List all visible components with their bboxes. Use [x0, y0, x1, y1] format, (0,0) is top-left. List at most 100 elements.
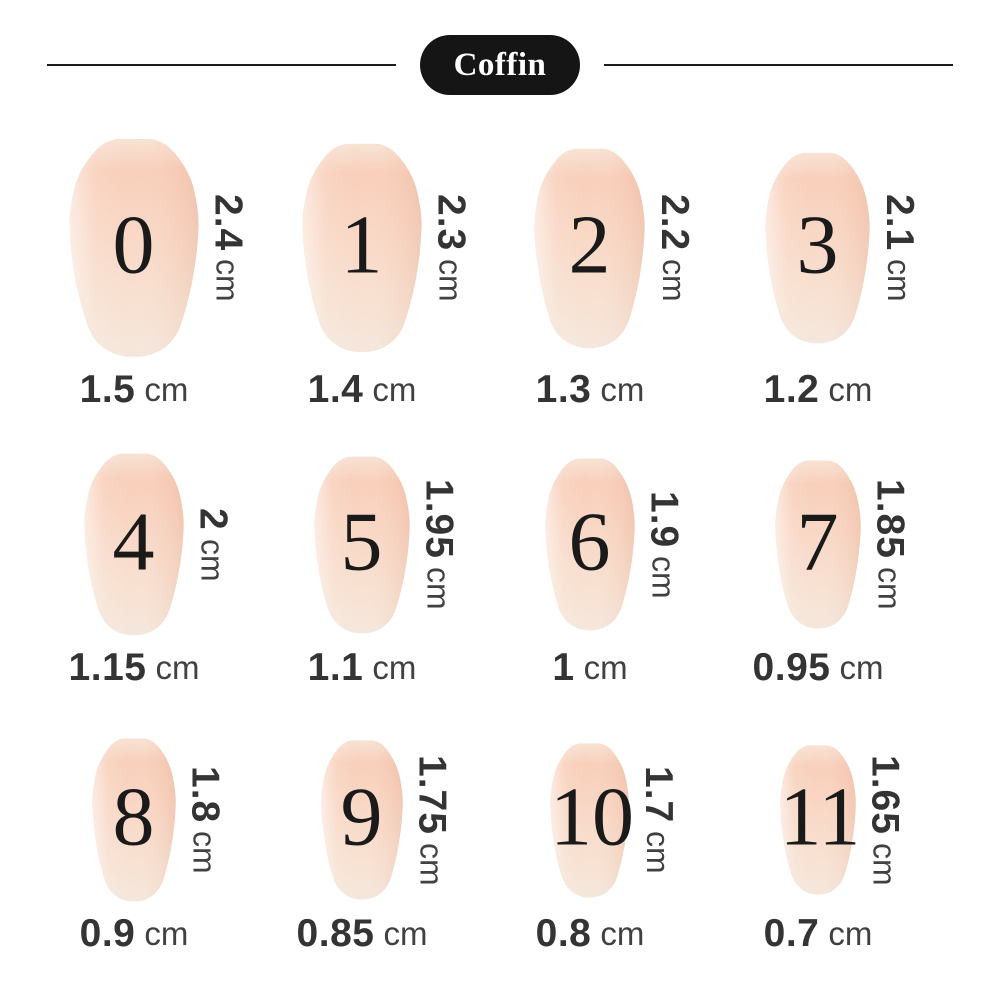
nail-card-11: 11 1.65cm 0.7 cm — [764, 737, 921, 957]
length-value: 2.4 — [206, 194, 250, 252]
length-value: 1.9 — [642, 490, 686, 548]
width-label: 1 cm — [552, 645, 627, 691]
divider-line-left — [47, 64, 396, 66]
width-label: 0.7 cm — [764, 911, 873, 957]
length-label: 1.9 cm — [642, 490, 686, 599]
width-value: 1.5 — [79, 368, 136, 411]
nail-size-number: 5 — [340, 494, 383, 588]
nail-size-number: 4 — [112, 494, 155, 588]
width-value: 0.8 — [535, 912, 592, 955]
width-label: 0.9 cm — [80, 911, 189, 957]
nail-card-9: 9 1.75cm 0.85 cm — [297, 737, 476, 957]
width-unit: cm — [839, 649, 884, 686]
nail-card-0: 0 2.4cm 1.5 cm — [68, 137, 250, 413]
length-unit: cm — [194, 538, 231, 582]
width-unit: cm — [372, 371, 417, 408]
coffin-nail-image: 11 — [779, 744, 861, 896]
width-value: 0.95 — [752, 646, 831, 689]
width-label: 0.85 cm — [297, 911, 428, 957]
shape-badge-label: Coffin — [453, 46, 547, 83]
coffin-nail-image: 0 — [68, 137, 199, 359]
nail-size-number: 0 — [112, 198, 155, 292]
length-unit: cm — [645, 555, 682, 599]
length-value: 2 — [191, 507, 235, 531]
width-unit: cm — [828, 915, 873, 952]
width-value: 0.85 — [296, 912, 375, 955]
length-label: 1.85 cm — [868, 479, 912, 610]
coffin-nail-image: 6 — [544, 457, 635, 632]
length-unit: cm — [871, 567, 908, 610]
width-label: 1.2 cm — [764, 367, 873, 413]
length-unit: cm — [413, 842, 450, 886]
length-label: 2 cm — [191, 507, 235, 582]
length-label: 2.1 cm — [878, 194, 921, 302]
divider-line-right — [604, 64, 953, 66]
nail-card-10: 10 1.7cm 0.8 cm — [536, 737, 693, 957]
nail-size-number: 9 — [340, 770, 383, 864]
width-unit: cm — [600, 915, 645, 952]
size-chart-grid: 0 2.4cm 1.5 cm 1 2.3cm — [0, 95, 1000, 957]
length-value: 1.95 — [417, 479, 461, 560]
nail-size-number: 3 — [796, 198, 839, 292]
nail-size-number: 8 — [112, 770, 155, 864]
length-label: 1.95 cm — [417, 479, 461, 610]
width-unit: cm — [583, 649, 628, 686]
nail-size-number: 1 — [340, 198, 383, 292]
length-value: 1.65 — [863, 754, 907, 835]
nail-card-6: 6 1.9 cm 1 cm — [544, 452, 686, 691]
nail-card-4: 4 2cm 1.15 cm — [69, 452, 248, 691]
size-row-1: 0 2.4cm 1.5 cm 1 2.3cm — [44, 137, 956, 413]
width-value: 1.3 — [535, 368, 592, 411]
length-unit: cm — [209, 259, 246, 302]
width-label: 0.95 cm — [753, 645, 884, 691]
nail-size-number: 10 — [550, 770, 634, 864]
length-label: 1.8 cm — [183, 766, 227, 874]
coffin-nail-image: 1 — [301, 142, 422, 354]
nail-card-1: 1 2.3cm 1.4 cm — [301, 137, 473, 413]
width-value: 1.2 — [763, 368, 820, 411]
width-unit: cm — [155, 649, 200, 686]
coffin-nail-image: 10 — [550, 742, 634, 899]
length-label: 2.2 cm — [653, 194, 696, 302]
length-label: 2.4 cm — [206, 194, 250, 302]
coffin-nail-image: 8 — [91, 737, 176, 903]
length-unit: cm — [866, 842, 903, 886]
length-label: 1.65 cm — [863, 754, 907, 886]
nail-size-number: 6 — [568, 494, 611, 588]
length-value: 1.8 — [183, 766, 227, 824]
coffin-nail-image: 5 — [313, 455, 410, 635]
width-value: 1.15 — [68, 646, 147, 689]
width-label: 1.1 cm — [308, 645, 417, 691]
width-label: 1.15 cm — [69, 645, 200, 691]
coffin-nail-image: 9 — [320, 739, 403, 901]
length-unit: cm — [881, 259, 917, 302]
width-value: 1.1 — [307, 646, 364, 689]
width-unit: cm — [144, 371, 189, 408]
width-label: 0.8 cm — [536, 911, 645, 957]
length-value: 1.85 — [868, 479, 912, 560]
coffin-nail-image: 7 — [774, 459, 861, 630]
nail-card-5: 5 1.95 cm 1.1 cm — [308, 452, 465, 691]
length-unit: cm — [420, 567, 457, 610]
length-value: 1.7 — [637, 766, 680, 824]
nail-card-8: 8 1.8cm 0.9 cm — [80, 737, 237, 957]
length-label: 2.3 cm — [429, 194, 473, 302]
width-unit: cm — [144, 915, 189, 952]
length-value: 2.1 — [878, 194, 921, 252]
nail-card-7: 7 1.85cm 0.95 cm — [753, 452, 932, 691]
length-value: 2.3 — [429, 194, 473, 252]
nail-size-number: 2 — [568, 198, 611, 292]
width-label: 1.3 cm — [536, 367, 645, 413]
length-unit: cm — [640, 831, 676, 874]
length-unit: cm — [432, 259, 469, 302]
length-unit: cm — [656, 259, 692, 302]
coffin-nail-image: 2 — [534, 147, 645, 350]
nail-size-number: 7 — [796, 494, 839, 588]
length-label: 1.75 cm — [411, 755, 454, 886]
length-unit: cm — [186, 831, 223, 874]
width-value: 0.9 — [79, 912, 136, 955]
nail-size-number: 11 — [779, 770, 861, 864]
width-value: 0.7 — [763, 912, 820, 955]
coffin-nail-image: 4 — [83, 452, 184, 637]
nail-card-2: 2 2.2cm 1.3 cm — [534, 137, 696, 413]
